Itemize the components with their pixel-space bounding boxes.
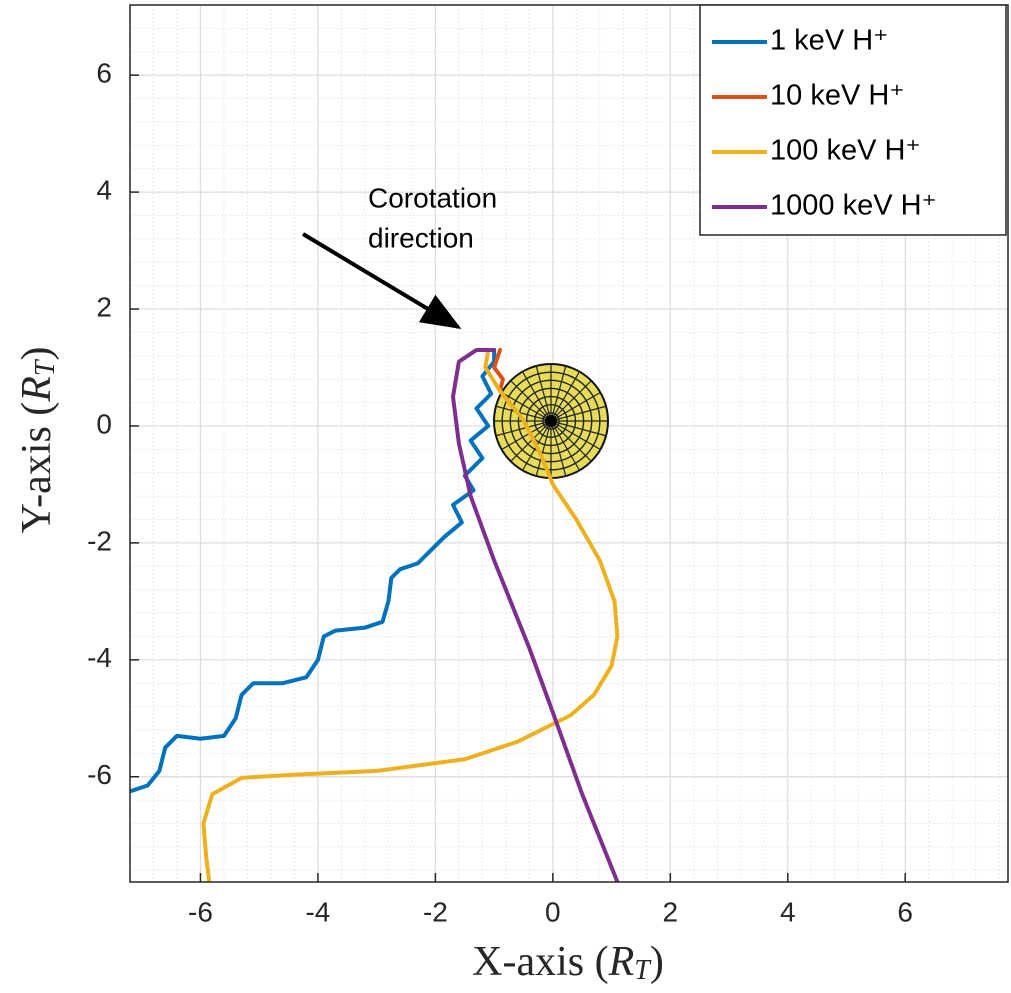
annotation: Corotation — [368, 182, 497, 213]
plot-frame — [129, 4, 1009, 883]
planet-meridian — [535, 365, 552, 422]
annotation-arrow — [301, 232, 462, 330]
series-line — [130, 347, 497, 794]
x-tick-label: -2 — [423, 896, 448, 927]
x-axis-label-sub: T — [634, 955, 652, 986]
series-line — [451, 347, 620, 882]
planet-meridian — [550, 420, 607, 437]
y-axis-label: Y-axis (RT) — [14, 346, 62, 533]
x-tick-label: 2 — [663, 896, 679, 927]
planet-meridian — [495, 420, 552, 437]
x-axis-label-text: X-axis ( — [472, 939, 608, 985]
x-axis-label-var: R — [608, 939, 635, 985]
x-tick-label: -6 — [188, 896, 213, 927]
legend: 1 keV H⁺ 10 keV H⁺ 100 keV H⁺ 1000 keV H⁺ — [699, 4, 1007, 236]
planet-meridian — [550, 380, 592, 422]
planet-meridian — [550, 420, 581, 471]
planet-meridian — [550, 420, 592, 462]
x-axis-label-text: ) — [650, 939, 664, 985]
planet-meridian — [550, 371, 581, 422]
planet-meridian — [550, 420, 567, 477]
legend-label: 1000 keV H⁺ — [770, 190, 937, 222]
y-tick-label: -6 — [87, 759, 112, 790]
planet-meridian — [495, 405, 552, 422]
planet-meridian — [501, 391, 552, 422]
legend-label: 1 keV H⁺ — [770, 25, 888, 57]
y-tick-label: 4 — [96, 174, 112, 205]
y-axis-label-text: ) — [14, 346, 60, 360]
series-line — [201, 347, 620, 882]
y-tick-label: 6 — [96, 58, 112, 89]
planet-meridian — [510, 420, 552, 462]
y-axis-label-text: Y-axis ( — [14, 402, 60, 534]
planet-meridian — [501, 420, 552, 451]
planet-pole — [545, 415, 557, 427]
x-axis-label: X-axis (RT) — [472, 939, 664, 987]
planet-meridian — [550, 365, 567, 422]
legend-label: 10 keV H⁺ — [770, 80, 905, 112]
x-tick-label: -4 — [305, 896, 330, 927]
y-tick-label: 0 — [96, 408, 112, 439]
legend-label: 100 keV H⁺ — [770, 135, 921, 167]
y-tick-label: -4 — [87, 642, 112, 673]
planet-meridian — [510, 380, 552, 422]
series-lines — [130, 347, 620, 882]
y-tick-label: 2 — [96, 291, 112, 322]
x-tick-label: 0 — [545, 896, 561, 927]
x-tick-label: 4 — [780, 896, 796, 927]
planet-meridian — [550, 420, 601, 451]
planet-meridian — [550, 391, 601, 422]
planet-meridian — [550, 405, 607, 422]
y-axis-label-var: R — [14, 376, 60, 403]
planet-meridian — [535, 420, 552, 477]
y-tick-label: -2 — [87, 525, 112, 556]
x-tick-label: 6 — [897, 896, 913, 927]
annotation: direction — [368, 222, 474, 253]
planet — [493, 363, 609, 479]
y-axis-label-sub: T — [30, 358, 61, 376]
planet-meridian — [521, 371, 552, 422]
